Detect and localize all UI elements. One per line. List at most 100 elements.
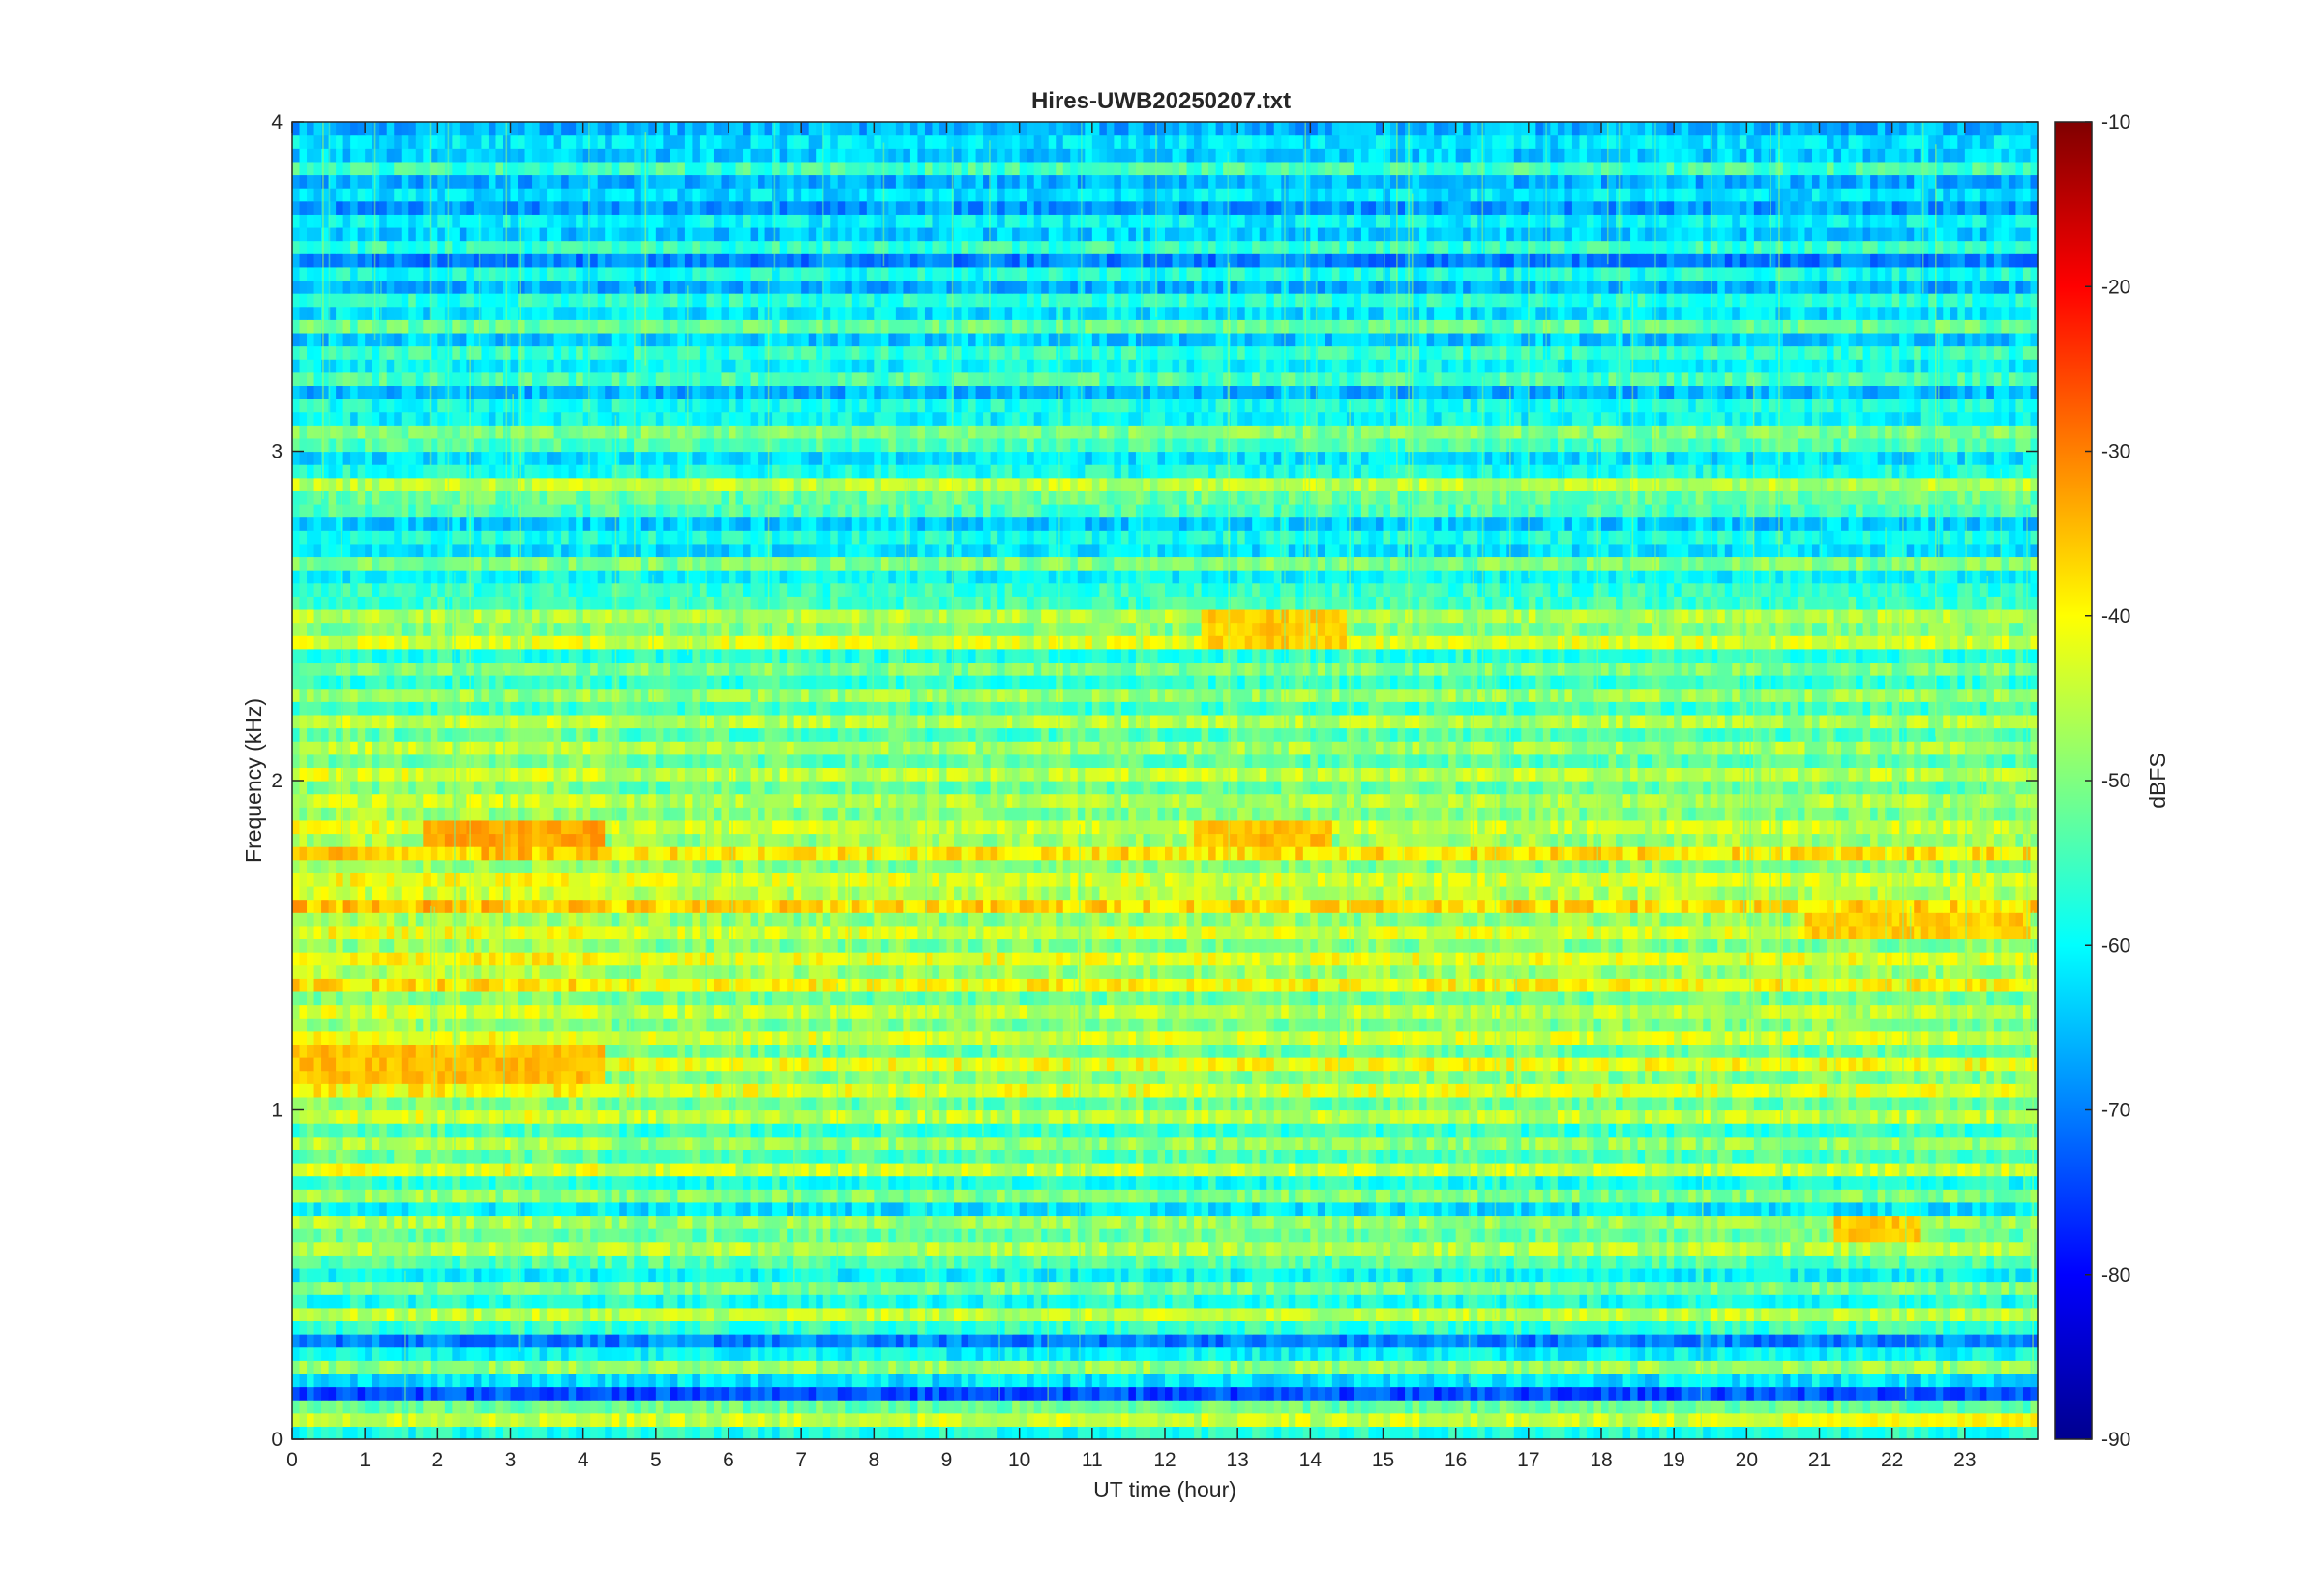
heatmap-cell bbox=[568, 1255, 577, 1269]
heatmap-cell bbox=[1360, 1294, 1370, 1309]
heatmap-cell bbox=[1012, 1320, 1021, 1335]
heatmap-cell bbox=[1586, 1281, 1595, 1295]
heatmap-cell bbox=[1586, 1360, 1595, 1374]
heatmap-cell bbox=[605, 1307, 613, 1322]
heatmap-cell bbox=[1048, 1307, 1057, 1322]
heatmap-cell bbox=[699, 1255, 708, 1269]
heatmap-cell bbox=[1950, 1373, 1958, 1388]
heatmap-cell bbox=[1056, 1346, 1064, 1361]
heatmap-cell bbox=[1986, 1412, 1995, 1427]
heatmap-cell bbox=[764, 1412, 773, 1427]
heatmap-cell bbox=[1455, 1307, 1464, 1322]
heatmap-cell bbox=[1455, 1294, 1464, 1309]
heatmap-cell bbox=[1899, 1320, 1908, 1335]
heatmap-cell bbox=[1157, 1320, 1166, 1335]
heatmap-cell bbox=[1099, 1228, 1108, 1243]
heatmap-cell bbox=[743, 1307, 752, 1322]
heatmap-cell bbox=[1593, 1386, 1602, 1401]
heatmap-cell bbox=[1986, 1386, 1995, 1401]
heatmap-cell bbox=[990, 1426, 998, 1440]
heatmap-cell bbox=[1128, 1228, 1137, 1243]
heatmap-cell bbox=[1201, 1307, 1209, 1322]
heatmap-cell bbox=[1106, 1294, 1115, 1309]
heatmap-cell bbox=[1288, 1228, 1296, 1243]
heatmap-cell bbox=[1608, 1189, 1617, 1203]
heatmap-cell bbox=[750, 1307, 759, 1322]
heatmap-cell bbox=[684, 1228, 694, 1243]
heatmap-cell bbox=[386, 1426, 395, 1440]
heatmap-cell bbox=[394, 1400, 402, 1414]
heatmap-cell bbox=[518, 1412, 526, 1427]
heatmap-cell bbox=[1659, 1334, 1668, 1348]
heatmap-cell bbox=[684, 1175, 694, 1190]
heatmap-cell bbox=[1056, 1201, 1064, 1217]
heatmap-cell bbox=[1993, 1386, 2003, 1401]
heatmap-cell bbox=[1412, 1426, 1420, 1440]
heatmap-cell bbox=[1914, 1189, 1922, 1203]
heatmap-cell bbox=[1390, 1334, 1399, 1348]
heatmap-cell bbox=[888, 1320, 897, 1335]
heatmap-cell bbox=[342, 1334, 351, 1348]
heatmap-cell bbox=[1645, 1426, 1653, 1440]
heatmap-cell bbox=[1739, 1175, 1747, 1190]
heatmap-cell bbox=[706, 1189, 715, 1203]
heatmap-cell bbox=[1717, 1334, 1726, 1348]
heatmap-cell bbox=[1557, 1320, 1566, 1335]
heatmap-cell bbox=[1448, 1426, 1457, 1440]
heatmap-cell bbox=[1914, 1426, 1922, 1440]
heatmap-cell bbox=[1557, 1294, 1566, 1309]
heatmap-cell bbox=[1542, 1426, 1551, 1440]
heatmap-cell bbox=[1099, 1412, 1108, 1427]
heatmap-cell bbox=[816, 1320, 824, 1335]
heatmap-cell bbox=[779, 1255, 788, 1269]
heatmap-cell bbox=[684, 1189, 694, 1203]
heatmap-cell bbox=[1593, 1201, 1602, 1217]
heatmap-cell bbox=[1986, 1400, 1995, 1414]
heatmap-cell bbox=[1426, 1346, 1435, 1361]
heatmap-cell bbox=[328, 1426, 337, 1440]
heatmap-cell bbox=[1986, 1267, 1995, 1283]
heatmap-cell bbox=[1688, 1189, 1697, 1203]
heatmap-cell bbox=[2030, 1346, 2039, 1361]
heatmap-cell bbox=[1768, 1189, 1776, 1203]
heatmap-cell bbox=[903, 1320, 911, 1335]
heatmap-cell bbox=[743, 1386, 752, 1401]
heatmap-cell bbox=[488, 1281, 497, 1295]
heatmap-cell bbox=[1652, 1281, 1660, 1295]
heatmap-cell bbox=[684, 1307, 694, 1322]
heatmap-cell bbox=[1259, 1320, 1267, 1335]
heatmap-cell bbox=[1062, 1175, 1071, 1190]
heatmap-cell bbox=[408, 1255, 417, 1269]
heatmap-cell bbox=[837, 1400, 846, 1414]
heatmap-cell bbox=[430, 1360, 438, 1374]
heatmap-cell bbox=[1339, 1346, 1348, 1361]
heatmap-cell bbox=[415, 1281, 424, 1295]
heatmap-cell bbox=[954, 1267, 963, 1283]
heatmap-cell bbox=[1833, 1215, 1842, 1229]
heatmap-cell bbox=[640, 1346, 649, 1361]
heatmap-cell bbox=[1186, 1255, 1195, 1269]
heatmap-cell bbox=[1856, 1241, 1864, 1256]
heatmap-cell bbox=[692, 1228, 700, 1243]
heatmap-cell bbox=[1397, 1201, 1406, 1217]
heatmap-cell bbox=[1724, 1426, 1733, 1440]
heatmap-cell bbox=[1666, 1241, 1675, 1256]
heatmap-cell bbox=[1448, 1281, 1457, 1295]
heatmap-cell bbox=[619, 1360, 628, 1374]
heatmap-cell bbox=[1223, 1162, 1232, 1177]
heatmap-cell bbox=[1266, 1400, 1275, 1414]
heatmap-cell bbox=[1571, 1400, 1581, 1414]
heatmap-cell bbox=[706, 1426, 715, 1440]
heatmap-cell bbox=[1535, 1334, 1544, 1348]
heatmap-cell bbox=[968, 1307, 977, 1322]
heatmap-cell bbox=[1375, 1373, 1384, 1388]
heatmap-cell bbox=[866, 1281, 875, 1295]
heatmap-cell bbox=[1645, 1386, 1653, 1401]
heatmap-cell bbox=[938, 1307, 948, 1322]
heatmap-cell bbox=[1223, 1175, 1232, 1190]
heatmap-cell bbox=[983, 1175, 992, 1190]
heatmap-cell bbox=[1244, 1320, 1253, 1335]
heatmap-cell bbox=[423, 1373, 432, 1388]
heatmap-cell bbox=[968, 1267, 977, 1283]
heatmap-cell bbox=[634, 1255, 642, 1269]
